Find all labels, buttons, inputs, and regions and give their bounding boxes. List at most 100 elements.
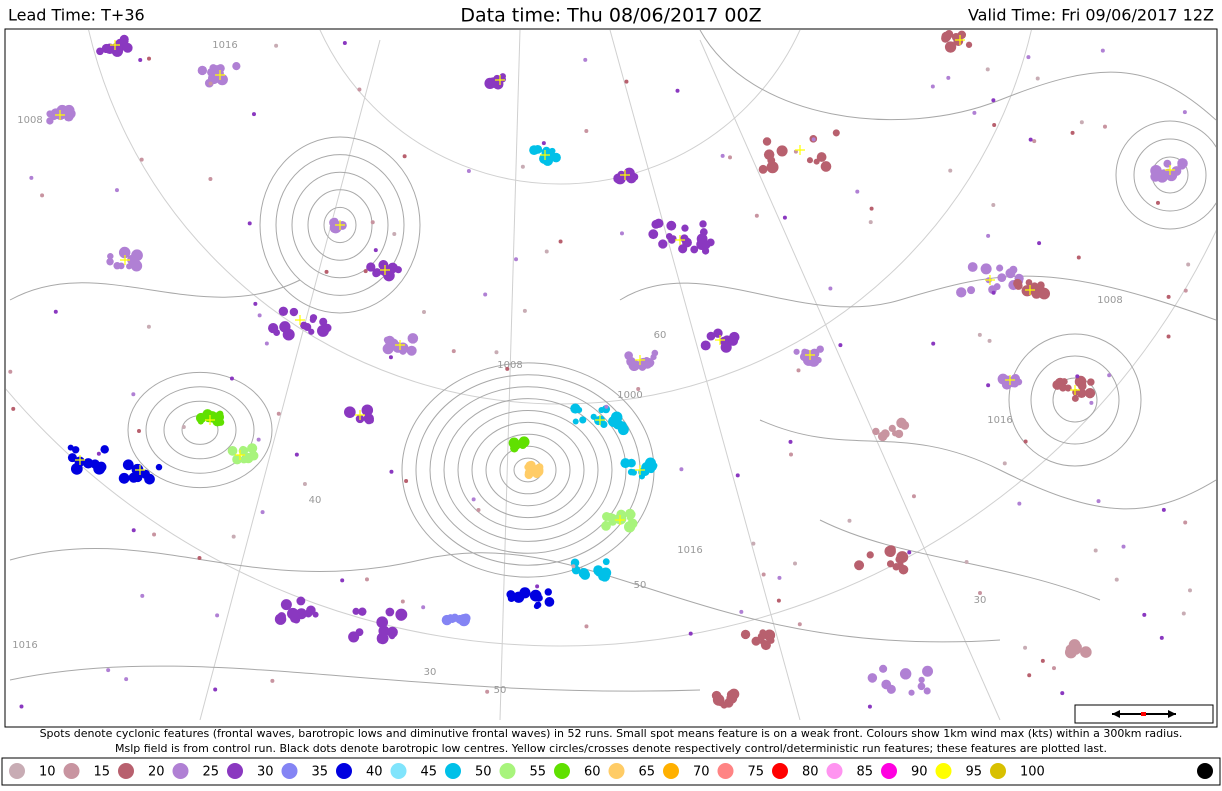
- legend-swatch: [118, 763, 134, 779]
- feature-spot-small: [1037, 241, 1042, 246]
- feature-spot-small: [985, 67, 990, 72]
- legend-label: 10: [39, 765, 56, 780]
- feature-spot: [881, 679, 892, 690]
- control-cross: [295, 315, 305, 325]
- feature-spot: [358, 607, 367, 616]
- feature-spot-small: [688, 631, 693, 636]
- feature-spot-small: [777, 575, 782, 580]
- feature-spot-small: [1060, 691, 1065, 696]
- feature-spot-small: [761, 572, 766, 577]
- graticule: [609, 30, 801, 721]
- control-cross: [235, 450, 245, 460]
- feature-spot: [122, 459, 134, 471]
- feature-spot: [119, 34, 129, 44]
- legend-label: 60: [584, 765, 601, 780]
- feature-spot: [71, 446, 80, 454]
- control-cross: [675, 235, 685, 245]
- feature-spot-small: [389, 469, 394, 474]
- feature-spot: [572, 418, 579, 425]
- control-cross: [120, 255, 130, 265]
- feature-spot: [117, 262, 125, 270]
- feature-spot: [56, 104, 68, 117]
- feature-spot: [610, 411, 623, 423]
- feature-spot-small: [793, 561, 798, 566]
- feature-spot: [240, 455, 248, 464]
- feature-spot-small: [855, 189, 860, 194]
- legend-swatch: [172, 763, 189, 779]
- feature-spot: [980, 263, 992, 275]
- feature-spot-small: [1183, 520, 1188, 525]
- feature-spot: [896, 551, 909, 564]
- feature-spot: [232, 454, 243, 465]
- feature-spot-small: [1076, 255, 1081, 260]
- feature-spot: [616, 509, 626, 520]
- feature-spot: [280, 599, 292, 611]
- isobar: [145, 386, 255, 474]
- feature-spot: [93, 462, 106, 475]
- feature-spot: [510, 444, 519, 453]
- feature-spot-small: [388, 355, 393, 360]
- isobar-label: 1016: [12, 640, 37, 651]
- feature-spot: [602, 558, 610, 566]
- isobar: [9, 279, 301, 301]
- feature-spot: [544, 588, 552, 596]
- legend-label: 20: [148, 765, 165, 780]
- feature-spot: [376, 635, 385, 644]
- isobar: [9, 548, 1001, 643]
- graticule: [199, 39, 381, 721]
- feature-spot-small: [131, 392, 136, 397]
- legend-swatch: [663, 763, 679, 779]
- feature-spot-small: [276, 411, 281, 416]
- legend-label: 25: [203, 765, 220, 780]
- feature-spot: [458, 614, 470, 627]
- feature-spot-small: [782, 215, 787, 220]
- legend-label: 75: [748, 765, 765, 780]
- isobar: [457, 410, 599, 530]
- feature-spot-small: [991, 98, 996, 103]
- feature-spot: [891, 430, 898, 437]
- feature-spot: [348, 631, 360, 643]
- feature-spot-small: [754, 213, 759, 218]
- feature-spot: [669, 235, 677, 242]
- legend-label: 65: [639, 765, 656, 780]
- isobar: [127, 371, 273, 489]
- feature-spot-small: [1075, 374, 1080, 379]
- control-cross: [1070, 385, 1080, 395]
- isobar-label: 30: [974, 595, 987, 606]
- feature-spot-small: [1023, 439, 1028, 444]
- feature-spot-small: [1114, 577, 1119, 582]
- feature-spot-small: [392, 231, 397, 236]
- feature-spot-small: [868, 220, 873, 225]
- control-cross: [795, 145, 805, 155]
- legend-label: 30: [257, 765, 274, 780]
- feature-spot-small: [720, 153, 725, 158]
- feature-spot: [106, 258, 114, 266]
- feature-spot-small: [1100, 48, 1105, 53]
- feature-spot: [593, 568, 601, 576]
- feature-spot: [997, 273, 1007, 283]
- feature-spot-small: [8, 369, 13, 374]
- feature-spot: [965, 41, 973, 48]
- legend-label: 100: [1020, 765, 1045, 780]
- feature-spot: [816, 152, 827, 162]
- feature-spot-small: [1027, 673, 1032, 678]
- feature-spot: [155, 463, 163, 471]
- feature-spot: [1087, 378, 1095, 386]
- feature-spot: [273, 329, 281, 336]
- feature-spot: [330, 217, 339, 226]
- feature-spot: [578, 568, 590, 579]
- feature-spot: [212, 415, 223, 427]
- control-cross: [75, 455, 85, 465]
- map-content: 1008 1016 1000 1008 1016 1016 1008 1016 40 50 30 60…: [6, 30, 1216, 721]
- legend-swatch: [499, 763, 516, 779]
- feature-spot: [757, 632, 766, 641]
- feature-spot: [1010, 373, 1020, 384]
- feature-spot-small: [1093, 548, 1098, 553]
- feature-spot: [776, 145, 788, 157]
- legend-label: 45: [421, 765, 438, 780]
- feature-spot-small: [931, 341, 936, 346]
- feature-spot-small: [776, 598, 781, 603]
- isobar-label: 1016: [987, 415, 1012, 426]
- feature-spot: [866, 551, 874, 559]
- feature-spot: [763, 629, 776, 641]
